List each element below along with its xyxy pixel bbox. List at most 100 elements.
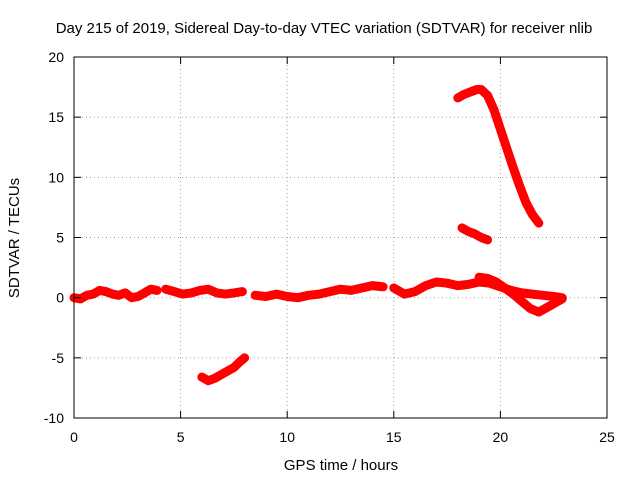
grid-lines [74, 57, 607, 418]
x-axis-label: GPS time / hours [284, 457, 398, 474]
data-point [379, 282, 388, 291]
data-point [492, 278, 501, 287]
data-point [251, 291, 260, 300]
y-tick-label: 10 [48, 169, 64, 185]
data-point [223, 367, 232, 376]
series-arc-3 [197, 353, 250, 386]
data-point [95, 286, 104, 295]
data-point [483, 274, 492, 283]
data-point [204, 285, 213, 294]
data-point [261, 292, 270, 301]
data-point [336, 285, 345, 294]
data-point [464, 227, 473, 236]
data-point [161, 285, 170, 294]
data-point [389, 284, 398, 293]
data-point [509, 163, 518, 172]
data-point [114, 291, 123, 300]
data-point [170, 287, 179, 296]
data-point [432, 278, 441, 287]
data-point [325, 287, 334, 296]
data-point [272, 290, 281, 299]
series-band [161, 284, 247, 299]
data-point [521, 198, 530, 207]
data-point [411, 287, 420, 296]
data-point [477, 233, 486, 242]
data-point [240, 353, 249, 362]
data-point [509, 290, 518, 299]
data-point [502, 144, 511, 153]
y-tick-label: -5 [52, 350, 65, 366]
data-point [526, 304, 535, 313]
series-arc-2 [161, 284, 247, 299]
data-point [458, 223, 467, 232]
data-point [121, 288, 130, 297]
axis-ticks: 0 5 10 15 20 25 -10 -5 0 5 10 15 20 [44, 49, 615, 445]
data-point [558, 294, 567, 303]
series-arc-4 [250, 281, 388, 303]
data-point [534, 308, 543, 317]
y-tick-label: 15 [48, 109, 64, 125]
data-point [464, 280, 473, 289]
series-arc-6 [474, 272, 567, 317]
data-point [477, 85, 486, 94]
data-point [187, 288, 196, 297]
data-point [236, 357, 245, 366]
data-point [210, 374, 219, 383]
data-point [466, 87, 475, 96]
data-point [204, 376, 213, 385]
data-point [89, 290, 98, 299]
data-point [82, 291, 91, 300]
data-point [146, 285, 155, 294]
data-point [421, 281, 430, 290]
data-point [551, 298, 560, 307]
data-point [76, 294, 85, 303]
y-tick-label: 5 [56, 230, 64, 246]
data-point [539, 291, 548, 300]
data-point [453, 281, 462, 290]
data-point [528, 290, 537, 299]
data-point [127, 293, 136, 302]
x-tick-label: 10 [279, 429, 295, 445]
series-arc-7 [453, 85, 544, 228]
x-tick-label: 25 [599, 429, 615, 445]
data-point [178, 290, 187, 299]
data-point [500, 284, 509, 293]
data-point [133, 292, 142, 301]
data-point [496, 125, 505, 134]
data-point [483, 91, 492, 100]
data-point [108, 290, 117, 299]
data-point [283, 292, 292, 301]
data-points [69, 85, 567, 386]
data-point [238, 287, 247, 296]
data-point [528, 210, 537, 219]
data-point [212, 288, 221, 297]
y-tick-label: 20 [48, 49, 64, 65]
data-point [460, 90, 469, 99]
series-arc-8 [457, 223, 493, 245]
data-point [443, 279, 452, 288]
data-point [217, 370, 226, 379]
plot-frame [73, 56, 608, 419]
data-point [368, 281, 377, 290]
data-point [475, 273, 484, 282]
data-point [140, 288, 149, 297]
x-tick-label: 0 [70, 429, 78, 445]
data-point [195, 286, 204, 295]
x-tick-label: 20 [493, 429, 509, 445]
x-tick-label: 15 [386, 429, 402, 445]
data-point [470, 229, 479, 238]
x-tick-label: 5 [177, 429, 185, 445]
data-point [534, 219, 543, 228]
series-band [389, 277, 567, 303]
data-point [517, 297, 526, 306]
data-point [357, 284, 366, 293]
y-tick-label: -10 [44, 410, 64, 426]
chart-title: Day 215 of 2019, Sidereal Day-to-day VTE… [56, 20, 593, 37]
data-point [221, 290, 230, 299]
data-point [400, 290, 409, 299]
data-point [543, 303, 552, 312]
y-tick-label: 0 [56, 290, 64, 306]
series-arc-1 [69, 284, 162, 304]
data-point [515, 181, 524, 190]
